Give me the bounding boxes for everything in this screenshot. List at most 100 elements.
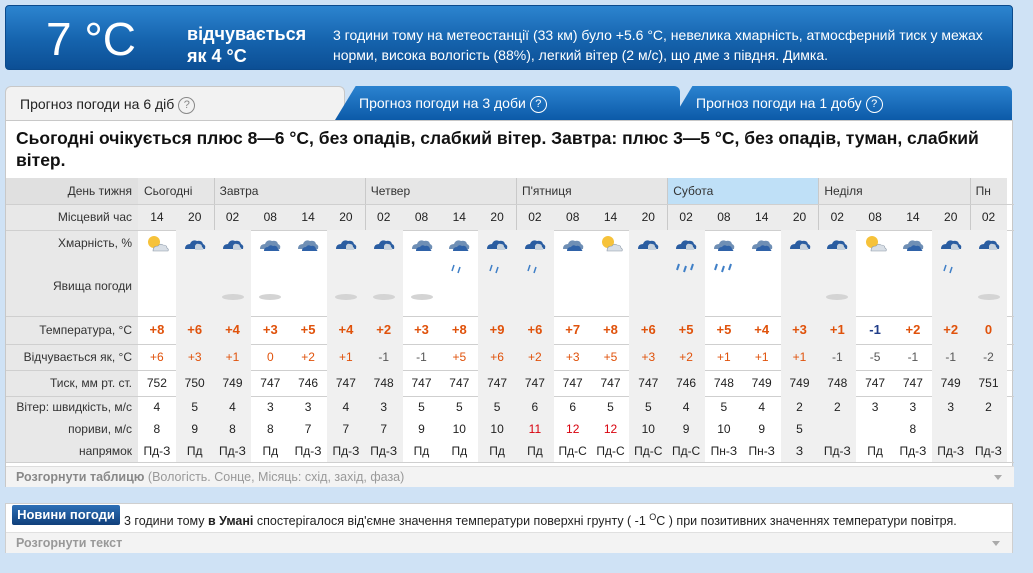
- wind-gust-cell: 10: [641, 422, 655, 436]
- forecast-table: День тижня Місцевий час Хмарність, % Явища …: [6, 178, 1014, 466]
- cloud-icon: [714, 240, 735, 251]
- wind-gust-cell: [970, 418, 1008, 440]
- news-text-part: 3 години тому: [124, 514, 209, 529]
- temperature-cell: +6: [187, 322, 203, 337]
- day-header: Четвер: [364, 178, 516, 204]
- wind-direction-cell: Пд: [413, 444, 430, 458]
- wind-direction-cell: Пд-С: [558, 444, 587, 458]
- news-badge[interactable]: Новини погоди: [12, 505, 120, 525]
- temperature-cell: +2: [376, 322, 392, 337]
- pressure-cell: 748: [713, 376, 734, 390]
- row-label-gusts: пориви, м/с: [6, 418, 138, 440]
- help-icon[interactable]: ?: [865, 96, 883, 113]
- tab-label: Прогноз погоди на 1 добу: [696, 95, 862, 111]
- night-cloud-icon: [525, 240, 546, 250]
- degree-sign: O: [649, 512, 657, 522]
- feels-like-cell: -1: [416, 350, 427, 364]
- time-cell: 08: [868, 210, 882, 224]
- night-column-shade: [818, 230, 857, 462]
- feels-like-cell: -1: [831, 350, 843, 364]
- time-cell: 02: [225, 210, 240, 224]
- tab-6-days[interactable]: Прогноз погоди на 6 діб?: [5, 86, 345, 120]
- feels-like: відчувається як 4 °C: [187, 24, 307, 66]
- wind-gust-cell: 9: [418, 422, 425, 436]
- temperature-cell: 0: [984, 322, 993, 337]
- sun-cloud-icon: [601, 236, 623, 252]
- rain-icon: [676, 263, 695, 273]
- pressure-cell: 749: [222, 376, 243, 390]
- time-row-bg: [213, 204, 365, 230]
- pressure-cell: 752: [146, 376, 167, 390]
- wind-gust-cell: 8: [153, 422, 161, 436]
- tab-1-day[interactable]: Прогноз погоди на 1 добу?: [672, 86, 1012, 120]
- day-header: П'ятниця: [516, 178, 668, 204]
- pressure-cell: 747: [562, 376, 583, 390]
- current-description: 3 години тому на метеостанції (33 км) бу…: [333, 27, 983, 63]
- night-cloud-icon: [789, 240, 810, 250]
- drizzle-icon: [451, 264, 462, 274]
- wind-speed-cell: 5: [191, 400, 199, 414]
- wind-direction-cell: Пд-З: [294, 444, 322, 458]
- night-column-shade: [213, 230, 252, 462]
- expand-table-link[interactable]: Розгорнути таблицю (Вологість. Сонце, Мі…: [6, 466, 1014, 487]
- help-icon[interactable]: ?: [178, 97, 196, 114]
- expand-text-label: Розгорнути текст: [16, 536, 123, 550]
- current-temperature: 7 °C: [46, 13, 136, 65]
- wind-direction-cell: Пн-З: [710, 444, 738, 458]
- row-label-direction: напрямок: [6, 440, 138, 462]
- wind-direction-cell: Пд-З: [937, 444, 965, 458]
- time-cell: 08: [414, 210, 429, 224]
- wind-gust-cell: 11: [528, 422, 542, 436]
- temperature-cell: +4: [338, 322, 354, 337]
- time-cell: 08: [263, 210, 277, 224]
- feels-like-cell: +2: [528, 350, 542, 364]
- wind-direction-cell: Пд-З: [332, 444, 360, 458]
- help-icon[interactable]: ?: [529, 96, 547, 113]
- temperature-cell: +3: [792, 322, 807, 337]
- pressure-cell: 749: [751, 376, 772, 390]
- temperature-cell: -1: [869, 322, 881, 337]
- day-header: Пн: [969, 178, 1008, 204]
- wind-gust-cell: 7: [342, 422, 350, 436]
- night-cloud-icon: [336, 240, 357, 250]
- expand-text-link[interactable]: Розгорнути текст: [6, 532, 1012, 553]
- feels-like-cell: +5: [603, 350, 618, 364]
- feels-like-cell: +1: [339, 350, 353, 364]
- tab-label: Прогноз погоди на 6 діб: [20, 96, 175, 112]
- temperature-cell: +2: [943, 322, 959, 337]
- time-row-bg: [667, 204, 819, 230]
- pressure-cell: 750: [184, 376, 205, 390]
- day-header: Сьогодні: [138, 178, 214, 204]
- time-row-bg: [969, 204, 1008, 230]
- temperature-cell: +3: [414, 322, 429, 337]
- cloud-icon: [260, 240, 281, 251]
- night-cloud-icon: [184, 240, 206, 250]
- temperature-cell: +9: [489, 322, 505, 337]
- unit-letter: C: [656, 514, 666, 529]
- night-cloud-icon: [373, 240, 395, 250]
- row-label-phenomena: Явища погоди: [6, 256, 138, 316]
- wind-speed-cell: 6: [531, 400, 539, 414]
- wind-gust-cell: 10: [717, 422, 731, 436]
- chevron-down-icon: [992, 541, 1000, 546]
- wind-gust-cell: 10: [452, 422, 466, 436]
- row-label-pressure: Тиск, мм рт. ст.: [6, 370, 138, 396]
- wind-speed-cell: 3: [909, 400, 917, 414]
- tab-3-days[interactable]: Прогноз погоди на 3 доби?: [335, 86, 680, 120]
- wind-speed-cell: 3: [304, 400, 312, 414]
- wind-direction-cell: Пд-З: [823, 444, 851, 458]
- wind-gust-cell: 5: [796, 422, 803, 436]
- pressure-cell: 747: [638, 376, 659, 390]
- row-label-feels: Відчувається як, °C: [6, 344, 138, 370]
- wind-speed-cell: 2: [833, 400, 841, 414]
- news-text-part: ) при позитивних значеннях температури п…: [665, 514, 957, 529]
- wind-gust-cell: 8: [266, 422, 274, 436]
- forecast-panel: Сьогодні очікується плюс 8—6 °C, без опа…: [5, 120, 1014, 487]
- wind-speed-cell: 3: [266, 400, 274, 414]
- feels-like-cell: -1: [378, 350, 390, 364]
- time-cell: 20: [792, 210, 807, 224]
- time-cell: 08: [717, 210, 731, 224]
- night-cloud-icon: [827, 240, 848, 250]
- wind-speed-cell: 4: [229, 400, 236, 414]
- row-label-temp: Температура, °C: [6, 316, 138, 344]
